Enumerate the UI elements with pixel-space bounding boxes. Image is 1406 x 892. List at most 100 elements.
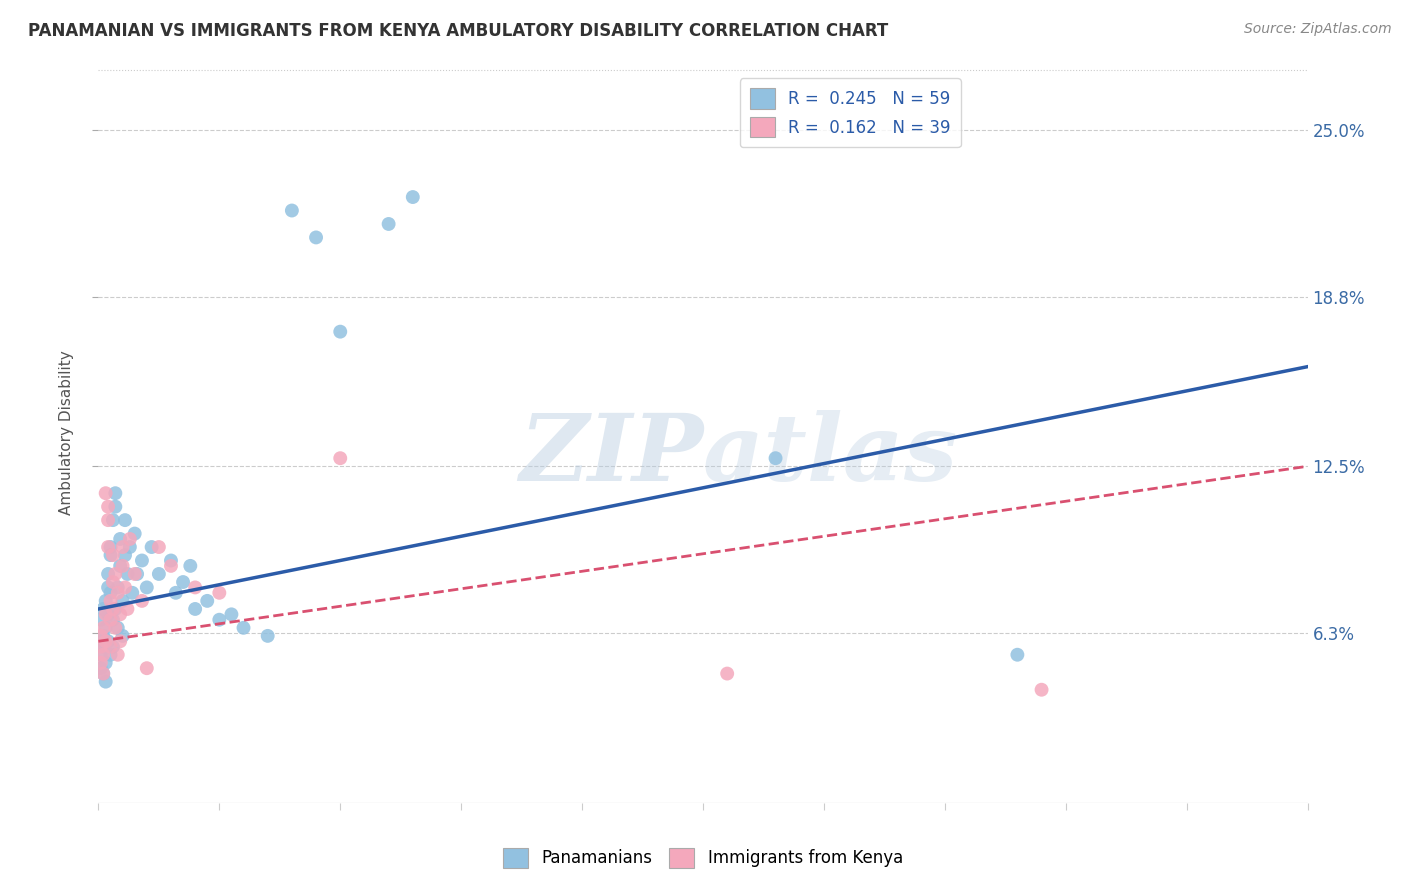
Point: [90, 613, 112, 627]
Point: [111, 540, 134, 554]
Point: [402, 190, 425, 204]
Point: [107, 581, 129, 595]
Point: [117, 602, 139, 616]
Point: [118, 540, 141, 554]
Point: [91, 629, 114, 643]
Point: [90, 629, 112, 643]
Point: [94, 634, 117, 648]
Point: [101, 513, 124, 527]
Point: [97, 581, 120, 595]
Text: ZIP: ZIP: [519, 409, 703, 500]
Point: [91, 602, 114, 616]
Point: [165, 586, 187, 600]
Point: [104, 566, 127, 581]
Point: [94, 607, 117, 622]
Point: [1007, 648, 1029, 662]
Point: [107, 648, 129, 662]
Point: [101, 548, 124, 562]
Point: [179, 558, 201, 573]
Point: [91, 666, 114, 681]
Point: [90, 656, 112, 670]
Point: [184, 581, 207, 595]
Point: [111, 594, 134, 608]
Point: [135, 581, 157, 595]
Point: [104, 500, 127, 514]
Point: [114, 513, 136, 527]
Point: [90, 640, 112, 654]
Point: [377, 217, 399, 231]
Point: [107, 586, 129, 600]
Point: [90, 634, 112, 648]
Point: [91, 648, 114, 662]
Point: [111, 558, 134, 573]
Point: [97, 634, 120, 648]
Point: [281, 203, 304, 218]
Point: [108, 634, 131, 648]
Point: [195, 594, 218, 608]
Point: [97, 500, 120, 514]
Point: [94, 656, 117, 670]
Point: [97, 607, 120, 622]
Point: [104, 621, 127, 635]
Point: [100, 613, 122, 627]
Point: [172, 575, 194, 590]
Point: [101, 640, 124, 654]
Point: [100, 640, 122, 654]
Point: [90, 661, 112, 675]
Point: [232, 621, 254, 635]
Point: [118, 532, 141, 546]
Point: [160, 553, 183, 567]
Point: [94, 594, 117, 608]
Point: [104, 486, 127, 500]
Point: [184, 602, 207, 616]
Point: [94, 486, 117, 500]
Point: [97, 513, 120, 527]
Point: [91, 666, 114, 681]
Point: [91, 640, 114, 654]
Point: [90, 648, 112, 662]
Point: [127, 566, 149, 581]
Legend: R =  0.245   N = 59, R =  0.162   N = 39: R = 0.245 N = 59, R = 0.162 N = 39: [740, 78, 960, 147]
Point: [108, 532, 131, 546]
Text: Source: ZipAtlas.com: Source: ZipAtlas.com: [1244, 22, 1392, 37]
Point: [114, 581, 136, 595]
Point: [94, 674, 117, 689]
Point: [121, 586, 143, 600]
Point: [141, 540, 163, 554]
Text: atlas: atlas: [703, 409, 959, 500]
Point: [94, 621, 117, 635]
Point: [221, 607, 243, 622]
Point: [124, 526, 146, 541]
Point: [97, 540, 120, 554]
Point: [111, 629, 134, 643]
Y-axis label: Ambulatory Disability: Ambulatory Disability: [59, 351, 75, 515]
Point: [208, 613, 231, 627]
Point: [305, 230, 328, 244]
Point: [101, 602, 124, 616]
Point: [124, 566, 146, 581]
Point: [160, 558, 183, 573]
Point: [135, 661, 157, 675]
Point: [148, 540, 170, 554]
Point: [97, 566, 120, 581]
Point: [101, 575, 124, 590]
Point: [100, 648, 122, 662]
Point: [100, 548, 122, 562]
Point: [208, 586, 231, 600]
Point: [1031, 682, 1053, 697]
Point: [329, 325, 352, 339]
Point: [148, 566, 170, 581]
Point: [100, 540, 122, 554]
Legend: Panamanians, Immigrants from Kenya: Panamanians, Immigrants from Kenya: [496, 841, 910, 875]
Point: [101, 613, 124, 627]
Point: [104, 602, 127, 616]
Point: [131, 594, 153, 608]
Point: [100, 594, 122, 608]
Point: [108, 558, 131, 573]
Text: PANAMANIAN VS IMMIGRANTS FROM KENYA AMBULATORY DISABILITY CORRELATION CHART: PANAMANIAN VS IMMIGRANTS FROM KENYA AMBU…: [28, 22, 889, 40]
Point: [117, 566, 139, 581]
Point: [716, 666, 738, 681]
Point: [765, 451, 787, 466]
Point: [131, 553, 153, 567]
Point: [91, 621, 114, 635]
